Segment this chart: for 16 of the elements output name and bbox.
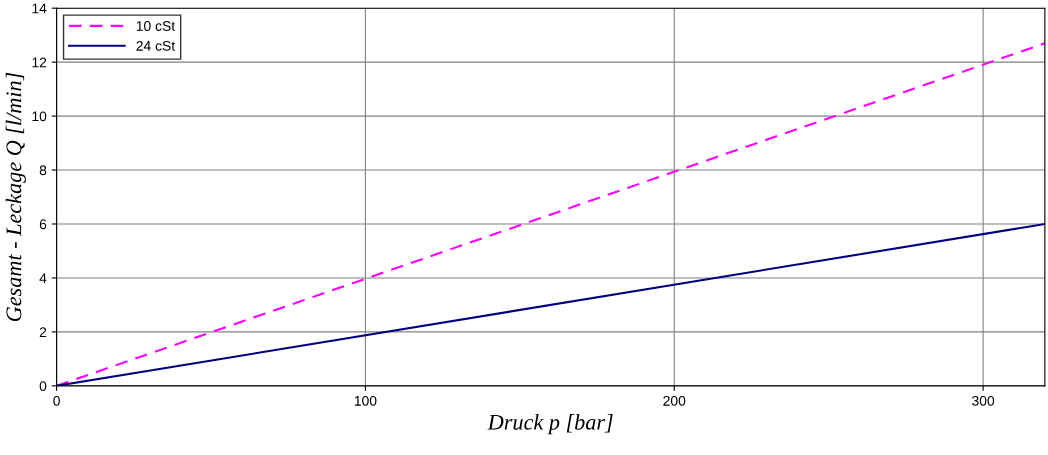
- y-axis-title: Gesamt - Leckage Q [l/min]: [5, 72, 26, 322]
- y-tick-label: 6: [39, 219, 47, 230]
- y-tick-label: 2: [39, 327, 47, 337]
- x-tick-label: 100: [354, 395, 377, 406]
- x-axis-title: Druck p [bar]: [487, 414, 613, 435]
- legend-label: 10 cSt: [136, 21, 176, 31]
- y-tick-label: 12: [32, 57, 47, 68]
- y-tick-label: 14: [32, 3, 47, 14]
- x-tick-label: 0: [53, 395, 60, 406]
- y-tick-label: 10: [32, 111, 47, 122]
- x-tick-label: 200: [663, 395, 686, 406]
- legend-label: 24 cSt: [136, 40, 176, 51]
- y-tick-label: 8: [39, 165, 47, 176]
- y-tick-label: 0: [39, 381, 47, 392]
- y-tick-label: 4: [39, 273, 47, 283]
- x-tick-label: 300: [972, 395, 995, 406]
